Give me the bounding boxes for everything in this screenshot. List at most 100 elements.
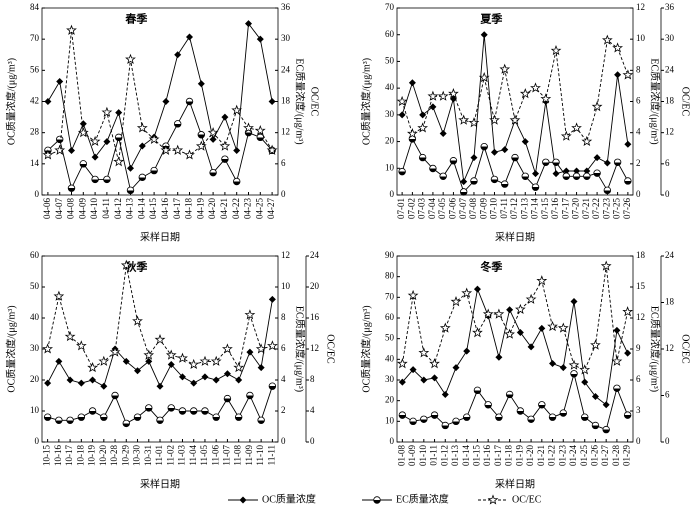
ec-marker: [43, 413, 52, 421]
x-tick-label: 04-09: [77, 198, 87, 219]
ec-marker: [624, 177, 632, 185]
x-tick-label: 04-16: [160, 198, 170, 219]
x-tick-label: 10-30: [132, 445, 142, 466]
ratio-marker: [101, 106, 113, 117]
y-tick-label: 0: [35, 436, 40, 446]
oc-marker: [506, 306, 514, 314]
x-tick-label: 01-15: [472, 445, 482, 466]
ratio-marker: [482, 308, 494, 319]
ec-marker: [583, 172, 591, 180]
y-tick-label: 70: [385, 2, 395, 12]
ec-marker: [178, 407, 187, 415]
ratio-marker: [468, 117, 480, 128]
oc-marker: [473, 285, 481, 293]
ec-marker: [66, 416, 74, 424]
x-tick-label: 01-25: [579, 445, 589, 466]
x-tick-label: 04-21: [219, 198, 229, 219]
x-tick-label: 11-11: [266, 445, 276, 465]
series-line: [47, 30, 273, 162]
y2-tick-label: 12: [281, 127, 290, 137]
y3-tick-label: 12: [310, 343, 319, 353]
x-tick-label: 07-04: [427, 198, 437, 219]
ratio-marker: [581, 135, 593, 147]
x-tick-label: 04-20: [207, 198, 217, 219]
series-line: [47, 22, 273, 170]
ratio-marker: [222, 343, 233, 354]
ec-marker: [256, 133, 264, 142]
ec-marker: [122, 419, 130, 428]
x-tick-label: 01-16: [482, 445, 492, 466]
y3-tick-label: 4: [310, 405, 315, 415]
y3-axis-title: OC/EC: [325, 334, 336, 364]
ec-marker: [409, 417, 417, 426]
ratio-marker: [418, 347, 430, 358]
ratio-marker: [160, 144, 172, 155]
x-tick-label: 07-20: [571, 198, 581, 219]
oc-marker: [103, 138, 111, 146]
y3-tick-label: 24: [665, 250, 675, 260]
oc-marker: [190, 379, 198, 387]
ratio-marker: [478, 71, 490, 83]
ratio-marker: [125, 53, 136, 65]
oc-marker: [235, 376, 243, 384]
ratio-marker: [568, 359, 580, 370]
ratio-marker: [472, 327, 483, 338]
panel-title: 秋季: [125, 260, 148, 274]
ec-marker: [234, 413, 243, 421]
ratio-marker: [188, 358, 200, 370]
ratio-marker: [120, 259, 132, 270]
panel-title: 冬季: [480, 260, 503, 274]
ratio-marker: [450, 296, 462, 307]
oc-marker: [174, 51, 182, 59]
x-tick-label: 04-22: [231, 198, 241, 219]
ratio-marker: [427, 90, 439, 101]
ratio-marker: [199, 355, 211, 366]
oc-marker: [583, 167, 591, 175]
oc-marker: [145, 357, 153, 365]
ratio-marker: [53, 290, 65, 301]
oc-marker: [549, 359, 557, 367]
y-axis-title: OC质量浓度/(μg/m³): [4, 58, 17, 145]
x-tick-label: 01-24: [568, 445, 578, 466]
ec-marker: [190, 407, 198, 415]
ec-marker: [572, 172, 581, 180]
ec-marker: [516, 407, 525, 415]
y-tick-label: 60: [30, 250, 40, 260]
ec-marker: [111, 391, 119, 400]
x-tick-label: 04-12: [113, 198, 123, 219]
oc-marker: [532, 170, 540, 178]
y2-tick-label: 3: [636, 405, 641, 415]
x-tick-label: 01-19: [514, 445, 524, 466]
x-tick-label: 07-08: [468, 198, 478, 219]
oc-marker: [516, 328, 524, 336]
ratio-marker: [519, 88, 531, 99]
ratio-marker: [210, 355, 222, 366]
ratio-marker: [267, 340, 278, 351]
y2-tick-label: 0: [636, 189, 641, 199]
x-tick-label: 01-23: [557, 445, 567, 466]
ec-marker: [623, 411, 632, 419]
y-tick-label: 70: [385, 291, 395, 301]
x-tick-label: 01-20: [525, 445, 535, 466]
y3-tick-label: 18: [665, 96, 675, 106]
legend-label: EC质量浓度: [396, 492, 449, 505]
oc-marker: [44, 379, 52, 387]
x-tick-label: 07-26: [622, 198, 632, 219]
y3-axis-title: OC/EC: [309, 87, 320, 117]
ec-marker: [246, 391, 254, 400]
y-tick-label: 42: [30, 96, 39, 106]
y-tick-label: 28: [30, 127, 40, 137]
ratio-marker: [143, 349, 155, 360]
legend-marker: [373, 496, 381, 504]
ratio-marker: [407, 289, 419, 301]
ratio-marker: [233, 361, 244, 373]
y2-tick-label: 12: [636, 2, 645, 12]
ratio-marker: [98, 355, 110, 366]
x-tick-label: 04-08: [66, 198, 76, 219]
oc-marker: [538, 324, 546, 332]
y-tick-label: 0: [390, 436, 395, 446]
x-tick-label: 07-12: [509, 198, 519, 219]
x-tick-label: 01-27: [600, 445, 610, 466]
oc-marker: [138, 142, 146, 150]
oc-marker: [162, 98, 170, 105]
